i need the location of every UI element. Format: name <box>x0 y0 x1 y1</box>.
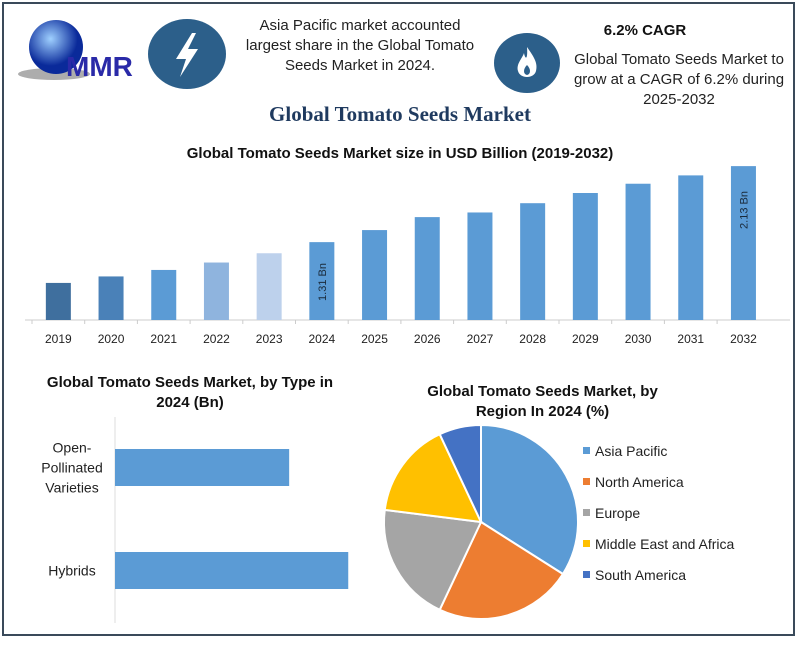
svg-text:MMR: MMR <box>66 51 133 82</box>
legend-swatch <box>583 571 590 578</box>
bar-2031 <box>678 175 704 320</box>
x-tick-label: 2032 <box>730 332 757 346</box>
legend-label: South America <box>595 567 686 583</box>
asia-pacific-fact: Asia Pacific market accounted largest sh… <box>245 17 475 74</box>
cagr-fact: Global Tomato Seeds Market to grow at a … <box>573 51 785 108</box>
bar-open-pollinated-varieties <box>115 449 290 486</box>
category-label: Pollinated <box>41 460 103 476</box>
type-chart-title: Global Tomato Seeds Market, by Type in 2… <box>46 374 334 411</box>
main-title: Global Tomato Seeds Market <box>269 102 531 126</box>
x-tick-label: 2020 <box>98 332 125 346</box>
x-tick-label: 2023 <box>256 332 283 346</box>
bar-hybrids <box>115 552 349 589</box>
bar-2024 <box>309 242 335 320</box>
pie-slice-middle-east-and-africa <box>383 432 483 524</box>
x-tick-label: 2030 <box>625 332 652 346</box>
legend-swatch <box>583 509 590 516</box>
bar-2026 <box>414 217 440 320</box>
legend-swatch <box>583 447 590 454</box>
mmr-logo: MMR <box>18 20 133 82</box>
x-tick-label: 2024 <box>308 332 335 346</box>
x-tick-label: 2022 <box>203 332 230 346</box>
data-label-2032: 2.13 Bn <box>738 191 750 229</box>
x-tick-label: 2031 <box>677 332 704 346</box>
legend-swatch <box>583 478 590 485</box>
category-label: Hybrids <box>48 563 95 579</box>
pie-slice-europe <box>383 508 483 612</box>
data-label-2024: 1.31 Bn <box>317 263 329 301</box>
pie-slice-south-america <box>438 423 482 523</box>
bar-2020 <box>98 276 124 320</box>
x-tick-label: 2027 <box>467 332 494 346</box>
size-chart-title: Global Tomato Seeds Market size in USD B… <box>186 145 614 162</box>
bar-2019 <box>45 282 71 320</box>
lightning-bolt-icon <box>148 19 226 89</box>
bar-2029 <box>572 193 598 320</box>
bar-2022 <box>203 262 229 320</box>
x-tick-label: 2028 <box>519 332 546 346</box>
category-label: Open- <box>53 440 92 456</box>
x-tick-label: 2029 <box>572 332 599 346</box>
x-tick-label: 2025 <box>361 332 388 346</box>
bar-2023 <box>256 253 282 320</box>
region-chart-title: Global Tomato Seeds Market, by Region In… <box>427 383 658 420</box>
infographic-frame <box>2 2 795 636</box>
type-bar-chart: Open- Pollinated Varieties Hybrids <box>41 417 349 623</box>
x-tick-label: 2021 <box>150 332 177 346</box>
bar-2021 <box>151 269 177 320</box>
region-pie-chart: Asia Pacific North America Europe Middle Ea… <box>383 423 735 620</box>
cagr-heading: 6.2% CAGR <box>603 22 687 39</box>
bar-2025 <box>362 230 388 320</box>
x-tick-label: 2026 <box>414 332 441 346</box>
bar-2027 <box>467 212 493 320</box>
legend-label: North America <box>595 474 684 490</box>
category-label: Varieties <box>45 480 98 496</box>
x-tick-label: 2019 <box>45 332 72 346</box>
bar-2028 <box>520 203 546 320</box>
bar-2032 <box>730 166 756 320</box>
legend-label: Middle East and Africa <box>595 536 735 552</box>
legend-label: Asia Pacific <box>595 443 667 459</box>
legend-swatch <box>583 540 590 547</box>
flame-icon <box>494 33 560 93</box>
legend-label: Europe <box>595 505 640 521</box>
market-size-bar-chart: 2019 2020 2021 2022 2023 2024 1.31 Bn 2025 2026 2… <box>25 166 790 346</box>
bar-2030 <box>625 183 651 320</box>
